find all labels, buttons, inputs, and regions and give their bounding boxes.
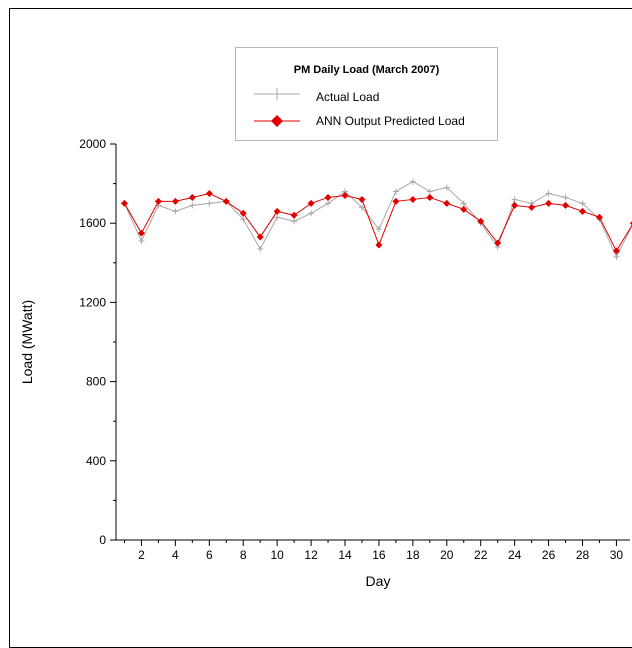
chart-title: PM Daily Load (March 2007) — [293, 64, 440, 76]
data-point — [579, 207, 587, 215]
data-point — [240, 216, 247, 223]
x-tick-label: 14 — [338, 548, 352, 562]
x-tick-label: 12 — [304, 548, 318, 562]
x-tick-label: 30 — [610, 548, 624, 562]
data-point — [409, 195, 417, 203]
data-point — [307, 199, 315, 207]
legend-label-actual: Actual Load — [316, 90, 380, 104]
x-tick-label: 16 — [372, 548, 386, 562]
y-tick-label: 2000 — [79, 137, 106, 151]
data-point — [409, 178, 416, 185]
data-point — [511, 201, 519, 209]
data-point — [274, 214, 281, 221]
x-tick-label: 24 — [508, 548, 522, 562]
x-tick-label: 8 — [240, 548, 247, 562]
data-point — [460, 205, 468, 213]
x-tick-label: 26 — [542, 548, 556, 562]
data-point — [154, 197, 162, 205]
data-point — [613, 253, 620, 260]
x-tick-label: 4 — [172, 548, 179, 562]
y-tick-label: 400 — [86, 454, 106, 468]
data-point — [256, 233, 264, 241]
x-tick-label: 22 — [474, 548, 488, 562]
data-point — [137, 229, 145, 237]
y-tick-label: 1600 — [79, 216, 106, 230]
data-point — [545, 190, 552, 197]
series-actual-load — [121, 178, 632, 260]
data-point — [375, 241, 383, 249]
data-point — [138, 238, 145, 245]
data-point — [528, 203, 536, 211]
data-point — [494, 239, 502, 247]
data-point — [325, 200, 332, 207]
data-point — [545, 199, 553, 207]
x-axis-label: Day — [366, 573, 391, 589]
data-point — [375, 226, 382, 233]
x-tick-label: 10 — [270, 548, 284, 562]
data-point — [120, 199, 128, 207]
data-point — [273, 207, 281, 215]
x-tick-label: 18 — [406, 548, 420, 562]
data-point — [511, 196, 518, 203]
data-point — [171, 197, 179, 205]
data-point — [443, 199, 451, 207]
data-point — [595, 213, 603, 221]
data-point — [324, 193, 332, 201]
x-tick-label: 6 — [206, 548, 213, 562]
data-point — [239, 209, 247, 217]
x-tick-label: 20 — [440, 548, 454, 562]
series-predicted-load — [120, 190, 632, 255]
data-point — [290, 211, 298, 219]
data-point — [562, 194, 569, 201]
data-point — [358, 204, 365, 211]
data-point — [562, 201, 570, 209]
legend-label-predicted: ANN Output Predicted Load — [316, 114, 465, 128]
data-point — [460, 200, 467, 207]
data-point — [426, 188, 433, 195]
data-point — [358, 195, 366, 203]
data-point — [612, 247, 620, 255]
data-point — [341, 191, 349, 199]
data-point — [579, 200, 586, 207]
data-point — [443, 184, 450, 191]
data-point — [257, 245, 264, 252]
data-point — [629, 221, 632, 226]
legend-swatch-predicted — [254, 115, 300, 127]
data-point — [172, 208, 179, 215]
x-tick-label: 2 — [138, 548, 145, 562]
legend: PM Daily Load (March 2007) Actual Load A… — [235, 47, 498, 141]
legend-swatch-actual — [254, 88, 300, 100]
data-point — [392, 197, 400, 205]
data-point — [291, 218, 298, 225]
y-tick-label: 1200 — [79, 295, 106, 309]
data-point — [392, 188, 399, 195]
data-point — [188, 193, 196, 201]
data-point — [477, 217, 485, 225]
y-tick-label: 0 — [99, 533, 106, 547]
data-point — [308, 210, 315, 217]
data-point — [426, 193, 434, 201]
y-axis-label: Load (MWatt) — [19, 300, 35, 384]
data-point — [205, 190, 213, 197]
data-point — [189, 202, 196, 209]
data-point — [206, 200, 213, 207]
x-tick-label: 28 — [576, 548, 590, 562]
data-point — [222, 197, 230, 205]
y-tick-label: 800 — [86, 375, 106, 389]
